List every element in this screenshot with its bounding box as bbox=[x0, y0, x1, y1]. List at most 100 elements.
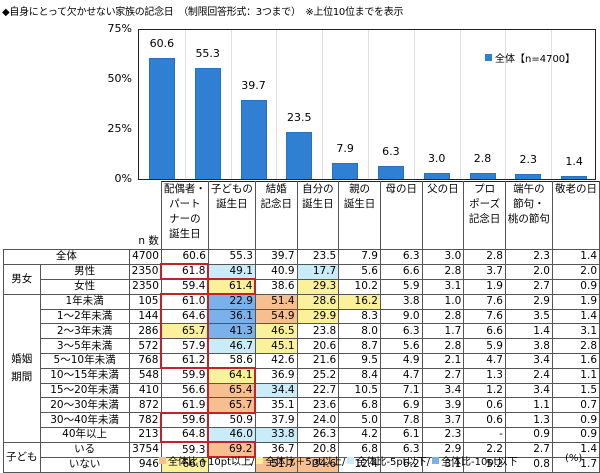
bar-value-label: 2.8 bbox=[473, 152, 492, 166]
table-cell: 28.6 bbox=[296, 293, 340, 310]
bar-value-label: 23.5 bbox=[287, 111, 312, 124]
table-cell: 24.0 bbox=[296, 412, 340, 428]
table-cell: 23.6 bbox=[296, 397, 340, 414]
table-cell: 58.6 bbox=[207, 352, 256, 369]
table-cell: 61.0 bbox=[160, 293, 210, 310]
gridline bbox=[184, 30, 186, 179]
table-cell: 7.1 bbox=[379, 382, 423, 399]
row-label: 3～5年未満 bbox=[39, 338, 130, 354]
column-header-line: ナーの bbox=[169, 213, 201, 225]
n-value: 105 bbox=[128, 293, 162, 310]
table-cell: 10.2 bbox=[338, 278, 381, 295]
table-cell: 1.0 bbox=[421, 293, 465, 310]
table-cell: 64.6 bbox=[160, 308, 210, 325]
table-cell: 3.0 bbox=[421, 249, 465, 265]
column-header-line: ポーズ bbox=[469, 198, 501, 210]
table-cell: 3.8 bbox=[379, 293, 423, 310]
n-value: 4700 bbox=[128, 249, 162, 265]
table-cell: 9.0 bbox=[379, 308, 423, 325]
column-header: 端午の 節句・ 桃の節句 bbox=[504, 181, 553, 250]
bar bbox=[561, 176, 588, 179]
table-row: 2～3年未満 286 65.7 41.3 46.5 23.8 8.0 6.3 1.7 6.6 1.4… bbox=[4, 323, 600, 340]
table-cell: 6.3 bbox=[379, 249, 423, 265]
column-header: 母の日 bbox=[379, 181, 423, 250]
table-cell: 8.3 bbox=[338, 308, 381, 325]
y-tick: 0% bbox=[114, 172, 132, 185]
table-cell: 4.2 bbox=[338, 426, 381, 443]
table-cell: 3.1 bbox=[551, 323, 600, 340]
table-cell: 10.5 bbox=[338, 382, 381, 399]
column-header-line: 誕生日 bbox=[169, 228, 201, 240]
table-cell: 2.7 bbox=[504, 278, 553, 295]
row-label: 30～40年未満 bbox=[39, 412, 130, 428]
row-label: 女性 bbox=[39, 278, 130, 295]
table-cell: 3.8 bbox=[504, 338, 553, 354]
legend-item-label: 全体比-10pt以下 bbox=[440, 457, 518, 468]
table-cell: 1.1 bbox=[504, 397, 553, 414]
table-cell: 1.3 bbox=[504, 412, 553, 428]
table-cell: 3.7 bbox=[463, 263, 506, 280]
column-header-line: 結婚 bbox=[265, 183, 287, 195]
table-cell: 59.9 bbox=[160, 367, 209, 384]
bar bbox=[515, 174, 542, 179]
n-value: 572 bbox=[128, 338, 162, 354]
table-cell: 65.7 bbox=[207, 397, 257, 414]
table-cell: 0.9 bbox=[551, 412, 600, 428]
table-cell: 2.8 bbox=[551, 338, 600, 354]
table-cell: 61.9 bbox=[160, 397, 209, 414]
table-row: 婚姻 期間 1年未満 105 61.0 22.9 51.4 28.6 16.2 3.8 1.0 7.6… bbox=[3, 293, 600, 443]
table-cell: 2.8 bbox=[421, 338, 465, 354]
column-header-line: 桃の節句 bbox=[507, 213, 550, 225]
table-row: 10～15年未満 548 59.9 64.1 36.9 25.2 8.4 4.7 2.7 1.3 2… bbox=[4, 367, 600, 384]
y-tick: 25% bbox=[107, 122, 132, 135]
table-cell: 23.8 bbox=[296, 323, 340, 340]
group-label: 子ども bbox=[3, 441, 41, 473]
table-cell: 2.3 bbox=[421, 426, 465, 443]
table-cell: 9.5 bbox=[338, 352, 381, 369]
table-cell: 36.9 bbox=[254, 367, 298, 384]
row-label: いる bbox=[39, 441, 130, 458]
gridline bbox=[368, 30, 369, 179]
bar-value-label: 60.6 bbox=[149, 36, 175, 50]
table-cell: 2.0 bbox=[551, 263, 600, 280]
table-cell: 1.1 bbox=[551, 367, 600, 384]
table-cell: 5.0 bbox=[338, 412, 381, 428]
table-cell: 2.9 bbox=[421, 441, 465, 458]
table-cell: 1.4 bbox=[504, 323, 553, 340]
table-cell: 5.9 bbox=[379, 278, 423, 295]
table-cell: 17.7 bbox=[296, 263, 340, 280]
table-cell: 42.6 bbox=[254, 352, 298, 369]
row-label: 40年以上 bbox=[39, 426, 130, 443]
table-cell: 1.4 bbox=[551, 308, 600, 325]
table-cell: 2.1 bbox=[421, 352, 465, 369]
column-header-line: 誕生日 bbox=[343, 198, 376, 210]
gridline bbox=[322, 30, 324, 179]
bar bbox=[377, 166, 404, 179]
table-cell: 60.6 bbox=[160, 249, 209, 265]
table-cell: 69.2 bbox=[207, 441, 257, 459]
table-cell: 3.7 bbox=[421, 412, 465, 428]
column-header-line: 母の日 bbox=[385, 183, 417, 195]
table-cell: 8.4 bbox=[338, 367, 381, 384]
bar-value-label: 55.3 bbox=[195, 47, 220, 61]
table-cell: 3.5 bbox=[504, 308, 553, 325]
table-cell: 37.9 bbox=[254, 412, 298, 428]
table-cell: 1.7 bbox=[421, 323, 465, 340]
y-tick: 50% bbox=[107, 72, 132, 85]
table-cell: 6.8 bbox=[338, 397, 381, 414]
table-cell: 46.5 bbox=[254, 323, 298, 340]
column-header: 配偶者・ パート ナーの 誕生日 bbox=[160, 181, 209, 250]
table-cell: 46.0 bbox=[207, 426, 256, 443]
n-value: 410 bbox=[128, 382, 162, 399]
row-label: 20～30年未満 bbox=[39, 397, 130, 414]
table-cell: 16.2 bbox=[338, 293, 381, 310]
gridline bbox=[276, 30, 278, 179]
column-header-line: 子どもの bbox=[210, 183, 253, 195]
row-label: 10～15年未満 bbox=[39, 367, 130, 384]
gridline bbox=[459, 30, 461, 179]
table-cell: 1.4 bbox=[551, 441, 600, 458]
table-cell: 65.7 bbox=[160, 323, 210, 340]
bar bbox=[423, 173, 450, 179]
bar bbox=[148, 57, 175, 179]
table-cell: 55.3 bbox=[207, 249, 256, 265]
